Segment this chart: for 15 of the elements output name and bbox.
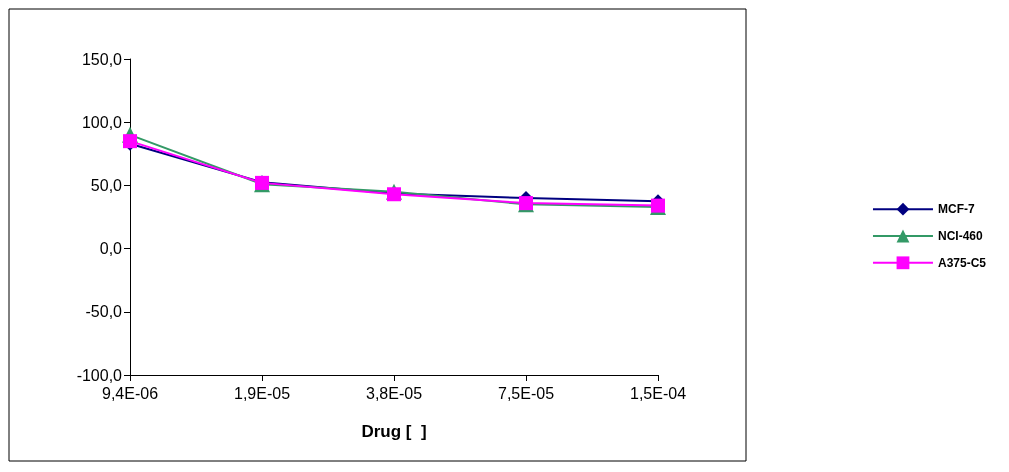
x-tick-label: 7,5E-05 [497,384,555,402]
y-tick-label: -100,0 [76,366,123,384]
x-tick-label: 1,9E-05 [233,384,291,402]
y-tick-label: 50,0 [90,176,123,194]
legend-label: NCI-460 [937,229,983,243]
x-tick-label: 3,8E-05 [365,384,423,402]
legend-label: A375-C5 [937,255,987,270]
x-axis-title: Drug [ ] [361,422,427,441]
y-tick-label: -50,0 [85,303,123,321]
y-tick-label: 100,0 [81,113,123,131]
x-tick-label: 1,5E-04 [629,384,687,402]
y-tick-label: 150,0 [81,50,123,68]
y-tick-label: 0,0 [99,240,123,258]
legend-label: MCF-7 [937,202,975,217]
x-tick-label: 9,4E-06 [101,384,159,402]
